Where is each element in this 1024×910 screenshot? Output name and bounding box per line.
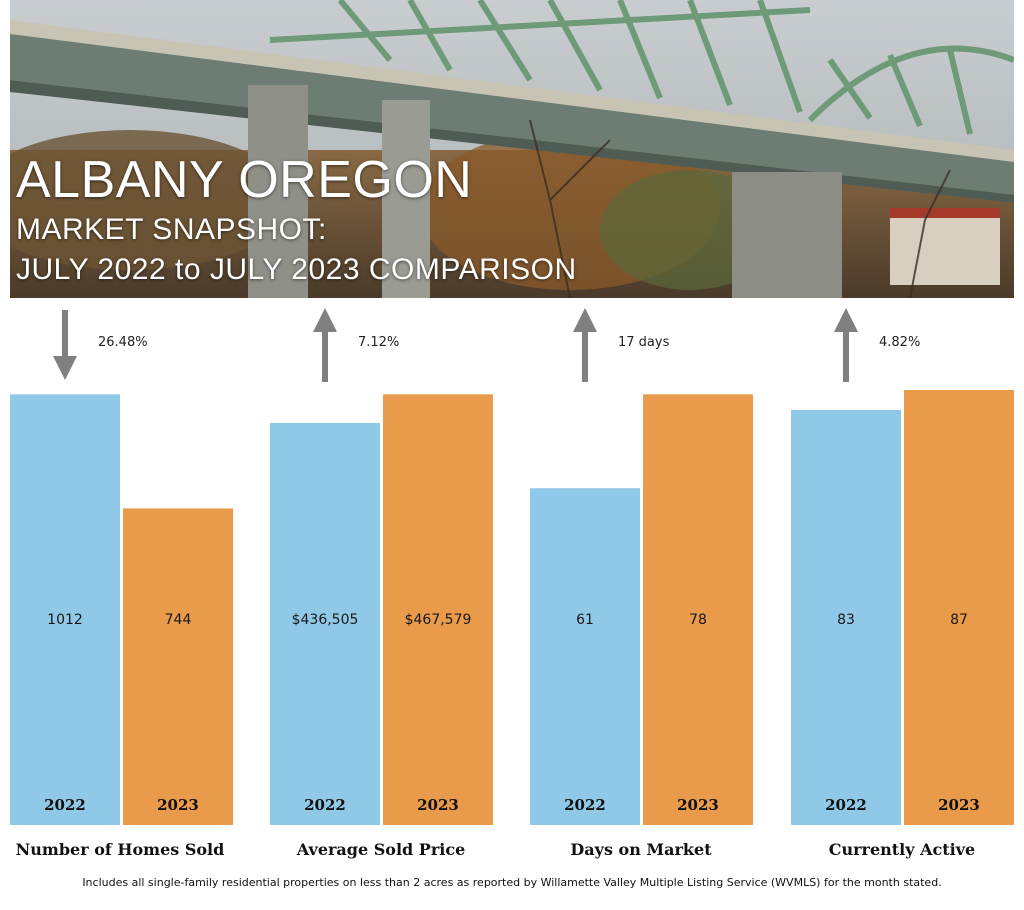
- change-label-avg-price: 7.12%: [358, 335, 399, 350]
- hero-title: ALBANY OREGON: [16, 151, 473, 209]
- bar-value-days-on-market-2022: 61: [576, 612, 594, 628]
- bar-year-days-on-market-2022: 2022: [564, 796, 606, 814]
- bar-homes-sold-2023: [123, 508, 233, 825]
- bar-year-avg-price-2022: 2022: [304, 796, 346, 814]
- change-arrow-down-icon: [53, 310, 77, 380]
- bar-days-on-market-2022: [530, 488, 640, 825]
- category-label-homes-sold: Number of Homes Sold: [15, 840, 225, 859]
- hero-subtitle-line1: MARKET SNAPSHOT:: [16, 213, 327, 246]
- bridge-photo: [10, 0, 1014, 298]
- bar-value-avg-price-2023: $467,579: [405, 612, 472, 628]
- bar-year-currently-active-2023: 2023: [938, 796, 980, 814]
- bar-year-days-on-market-2023: 2023: [677, 796, 719, 814]
- bar-value-currently-active-2023: 87: [950, 612, 968, 628]
- bar-year-homes-sold-2023: 2023: [157, 796, 199, 814]
- change-label-currently-active: 4.82%: [879, 335, 920, 350]
- bar-homes-sold-2022: [10, 394, 120, 825]
- bar-avg-price-2023: [383, 394, 493, 825]
- bar-year-avg-price-2023: 2023: [417, 796, 459, 814]
- bar-days-on-market-2023: [643, 394, 753, 825]
- change-arrow-up-icon: [834, 308, 858, 382]
- bar-value-currently-active-2022: 83: [837, 612, 855, 628]
- footnote: Includes all single-family residential p…: [82, 876, 942, 889]
- bar-avg-price-2022: [270, 422, 380, 825]
- hero-banner: ALBANY OREGON MARKET SNAPSHOT: JULY 2022…: [10, 0, 1014, 298]
- market-comparison-chart: 1012 2022 744 2023 26.48% $436,505 2022 $467,57…: [10, 308, 1014, 825]
- bar-value-homes-sold-2022: 1012: [47, 612, 83, 628]
- category-label-currently-active: Currently Active: [828, 840, 976, 859]
- bar-currently-active-2022: [791, 410, 901, 825]
- bar-year-currently-active-2022: 2022: [825, 796, 867, 814]
- bar-currently-active-2023: [904, 390, 1014, 825]
- change-label-days-on-market: 17 days: [618, 335, 670, 350]
- change-arrow-up-icon: [313, 308, 337, 382]
- bar-year-homes-sold-2022: 2022: [44, 796, 86, 814]
- bar-value-avg-price-2022: $436,505: [292, 612, 359, 628]
- hero-subtitle-line2: JULY 2022 to JULY 2023 COMPARISON: [16, 253, 577, 286]
- category-label-avg-price: Average Sold Price: [296, 840, 466, 859]
- category-label-days-on-market: Days on Market: [570, 840, 712, 859]
- change-arrow-up-icon: [573, 308, 597, 382]
- bar-value-homes-sold-2023: 744: [165, 612, 192, 628]
- change-label-homes-sold: 26.48%: [98, 335, 148, 350]
- bar-value-days-on-market-2023: 78: [689, 612, 707, 628]
